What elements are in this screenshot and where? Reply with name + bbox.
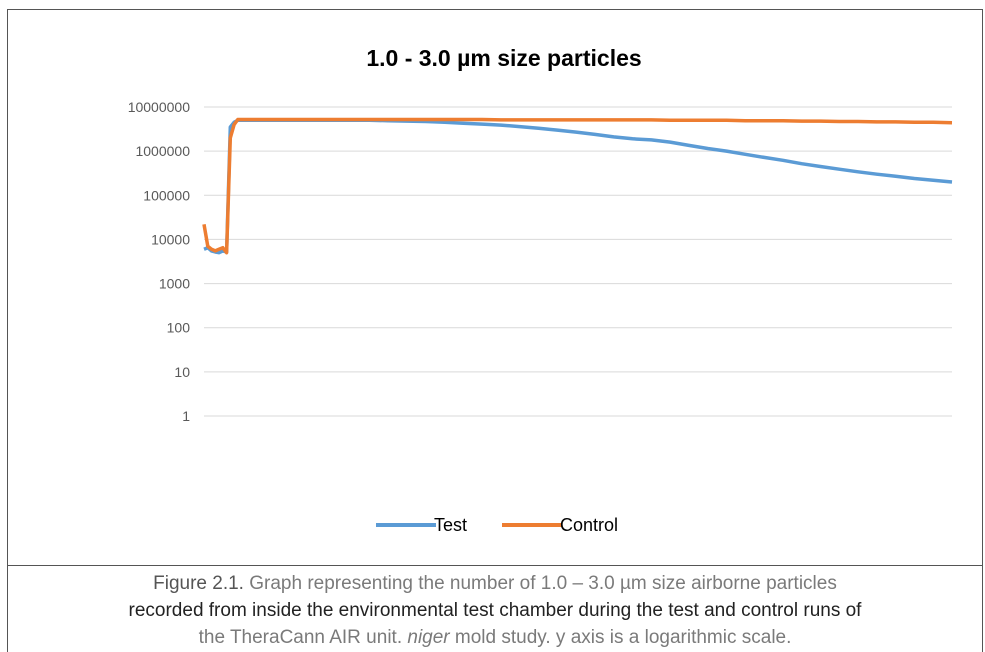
y-tick-label: 100 bbox=[167, 320, 191, 336]
y-tick-label: 1000 bbox=[159, 276, 190, 292]
y-tick-label: 1 bbox=[182, 408, 190, 424]
legend: Test Control bbox=[376, 515, 618, 535]
gridlines bbox=[204, 106, 952, 417]
y-tick-label: 100000 bbox=[143, 187, 190, 203]
series-line-test bbox=[203, 118, 953, 255]
series-lines bbox=[202, 117, 953, 255]
y-axis-tick-labels: 1 10 100 1000 10000 100000 1000000 10000000 bbox=[128, 99, 191, 424]
y-tick-label: 10 bbox=[174, 364, 190, 380]
chart-container: 1.0 - 3.0 µm size particles 1 10 100 1000 10… bbox=[7, 9, 983, 566]
legend-label-test: Test bbox=[434, 515, 467, 535]
caption-label: Figure 2.1. bbox=[153, 573, 244, 594]
series-line-control bbox=[202, 117, 953, 255]
caption-line-3c: mold study. y axis is a logarithmic scal… bbox=[449, 627, 792, 648]
y-tick-label: 10000000 bbox=[128, 99, 191, 115]
caption-line-3-italic: niger bbox=[407, 627, 450, 648]
legend-label-control: Control bbox=[560, 515, 618, 535]
caption-text: Figure 2.1. Graph representing the numbe… bbox=[20, 570, 970, 651]
caption-line-2: recorded from inside the environmental t… bbox=[128, 600, 862, 621]
line-chart: 1.0 - 3.0 µm size particles 1 10 100 1000 10… bbox=[128, 45, 953, 535]
caption-line-3a: the TheraCann AIR unit. bbox=[198, 627, 408, 648]
chart-title: 1.0 - 3.0 µm size particles bbox=[366, 45, 641, 71]
y-tick-label: 1000000 bbox=[135, 143, 190, 159]
y-tick-label: 10000 bbox=[151, 231, 190, 247]
figure-caption: Figure 2.1. Graph representing the numbe… bbox=[7, 566, 983, 652]
caption-line-1: Graph representing the number of 1.0 – 3… bbox=[243, 573, 837, 594]
